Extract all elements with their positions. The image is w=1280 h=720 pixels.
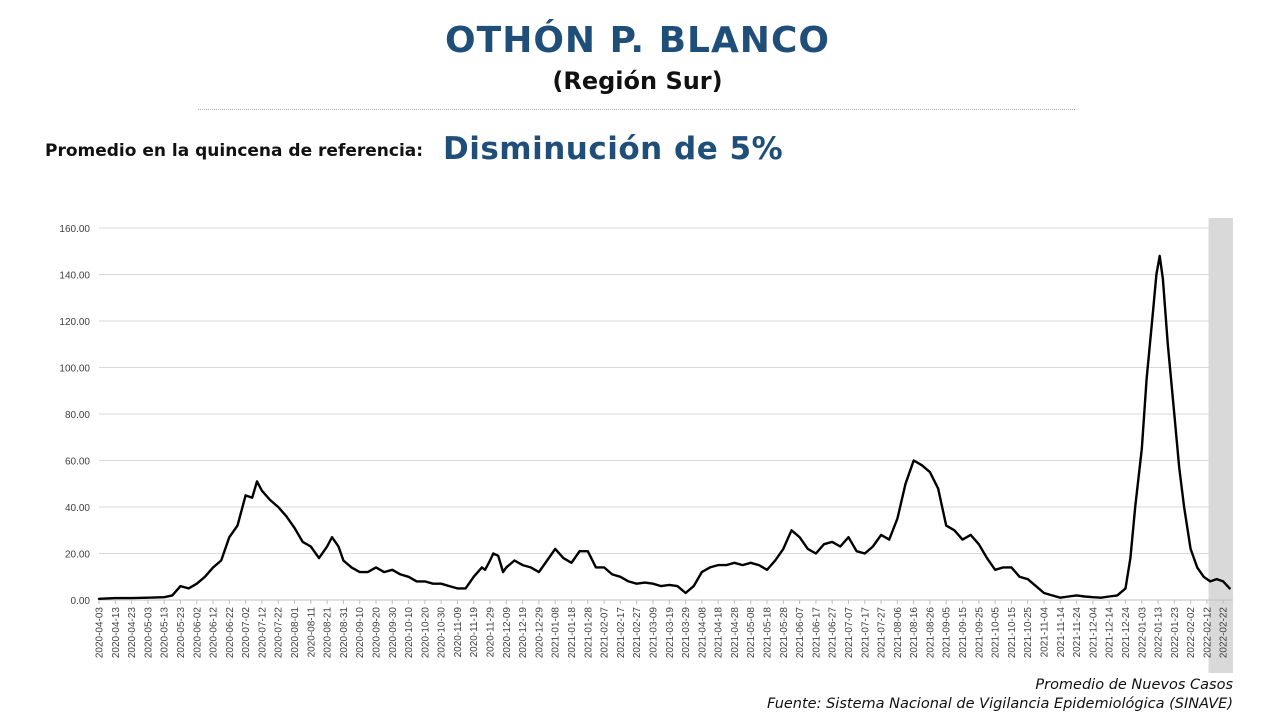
x-tick-label: 2021-06-27 [828,607,839,659]
x-tick-label: 2020-08-11 [306,607,317,658]
x-tick-label: 2021-05-28 [779,607,790,659]
x-tick-label: 2021-02-17 [616,607,627,659]
x-tick-label: 2020-10-10 [404,607,415,659]
y-tick-label: 40.00 [65,503,90,514]
x-tick-label: 2021-03-29 [681,607,692,659]
x-tick-label: 2021-01-08 [551,607,562,659]
y-tick-label: 100.00 [59,364,90,375]
x-tick-label: 2020-11-29 [486,607,497,658]
x-axis: 2020-04-03 2020-04-13 2020-04-23 2020-05-03… [95,600,1230,658]
series-line [97,254,1231,600]
x-tick-label: 2020-12-29 [534,607,545,659]
x-tick-label: 2021-05-18 [763,607,774,659]
x-tick-label: 2020-04-13 [111,607,122,659]
x-tick-label: 2020-05-03 [143,607,154,659]
x-tick-label: 2021-12-14 [1105,607,1116,659]
x-tick-label: 2020-07-12 [257,607,268,659]
x-tick-label: 2022-02-02 [1186,607,1197,659]
page-title: OTHÓN P. BLANCO [445,20,830,61]
x-tick-label: 2022-02-12 [1202,607,1213,659]
x-tick-label: 2020-09-10 [355,607,366,659]
x-tick-label: 2020-09-20 [371,607,382,659]
x-tick-label: 2020-06-12 [209,607,220,659]
x-tick-label: 2022-02-22 [1219,607,1230,659]
x-tick-label: 2021-11-14 [1056,607,1067,658]
x-tick-label: 2020-09-30 [388,607,399,659]
x-tick-label: 2021-06-17 [811,607,822,659]
x-tick-label: 2021-04-28 [730,607,741,659]
page-subtitle: (Región Sur) [552,67,723,95]
y-tick-label: 80.00 [65,410,90,421]
x-tick-label: 2021-11-04 [1040,607,1051,658]
chart-caption: Promedio de Nuevos Casos [1035,677,1233,693]
x-tick-label: 2021-07-07 [844,607,855,659]
x-tick-label: 2021-02-27 [632,607,643,659]
y-tick-label: 0.00 [71,596,91,607]
x-tick-label: 2020-08-21 [323,607,334,659]
x-tick-label: 2021-03-19 [665,607,676,659]
x-tick-label: 2021-03-09 [648,607,659,659]
x-tick-label: 2021-11-24 [1072,607,1083,658]
x-tick-label: 2021-01-18 [567,607,578,659]
x-tick-label: 2020-05-23 [176,607,187,659]
line-chart: 0.00 20.00 40.00 60.00 80.00 100.00 120.00 140.… [59,218,1233,673]
x-tick-label: 2021-09-25 [974,607,985,659]
y-axis: 0.00 20.00 40.00 60.00 80.00 100.00 120.00 140.… [59,224,90,607]
source-note: Fuente: Sistema Nacional de Vigilancia E… [766,696,1233,712]
reference-label: Promedio en la quincena de referencia: [45,141,424,161]
shaded-region [1208,218,1233,673]
x-tick-label: 2021-12-24 [1121,607,1132,659]
reference-value: Disminución de 5% [443,131,784,167]
x-tick-label: 2021-02-07 [600,607,611,659]
x-tick-label: 2020-08-31 [339,607,350,659]
x-tick-label: 2020-10-30 [437,607,448,659]
x-tick-label: 2020-12-19 [518,607,529,659]
x-tick-label: 2020-05-13 [160,607,171,659]
x-tick-label: 2021-04-18 [714,607,725,659]
x-tick-label: 2021-12-04 [1088,607,1099,659]
x-tick-label: 2020-10-20 [420,607,431,659]
x-tick-label: 2021-01-28 [583,607,594,659]
x-tick-label: 2020-12-09 [502,607,513,659]
x-tick-label: 2021-07-27 [877,607,888,659]
x-tick-label: 2021-07-17 [860,607,871,659]
x-tick-label: 2021-06-07 [795,607,806,659]
x-tick-label: 2020-07-02 [241,607,252,659]
x-tick-label: 2021-10-15 [1007,607,1018,659]
x-tick-label: 2020-08-01 [290,607,301,659]
x-tick-label: 2021-04-08 [697,607,708,659]
x-tick-label: 2020-11-09 [453,607,464,658]
x-tick-label: 2021-09-05 [942,607,953,659]
y-tick-label: 140.00 [59,271,90,282]
x-tick-label: 2020-04-23 [127,607,138,659]
y-tick-label: 160.00 [59,224,90,235]
x-tick-label: 2020-07-22 [274,607,285,659]
x-tick-label: 2020-06-22 [225,607,236,659]
x-tick-label: 2020-04-03 [95,607,106,659]
x-tick-label: 2021-10-25 [1023,607,1034,659]
x-tick-label: 2020-11-19 [469,607,480,658]
title-divider [198,109,1075,110]
x-tick-label: 2022-01-03 [1137,607,1148,659]
x-tick-label: 2021-08-16 [909,607,920,659]
x-tick-label: 2022-01-23 [1170,607,1181,659]
x-tick-label: 2021-10-05 [991,607,1002,659]
y-tick-label: 20.00 [65,550,90,561]
shaded-region-layer [1208,218,1233,673]
x-tick-label: 2020-06-02 [192,607,203,659]
series-layer [97,254,1231,600]
x-tick-label: 2022-01-13 [1154,607,1165,659]
y-tick-label: 120.00 [59,317,90,328]
x-tick-label: 2021-05-08 [746,607,757,659]
x-tick-label: 2021-09-15 [958,607,969,659]
y-tick-label: 60.00 [65,457,90,468]
grid-layer [99,227,1233,601]
x-tick-label: 2021-08-06 [893,607,904,659]
x-tick-label: 2021-08-26 [925,607,936,659]
